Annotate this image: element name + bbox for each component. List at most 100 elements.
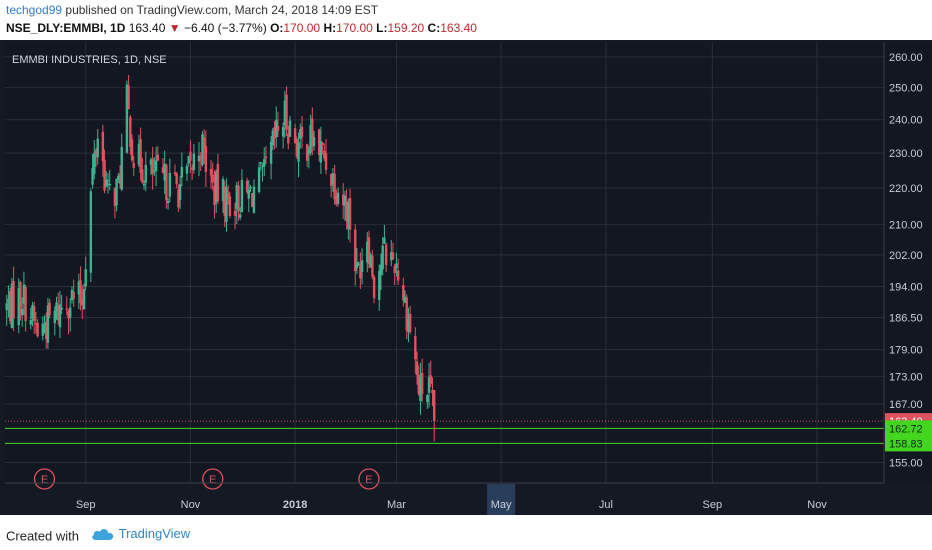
candle-body	[264, 156, 268, 159]
candle-body	[213, 185, 216, 205]
candle-body	[202, 137, 206, 149]
candle	[372, 274, 376, 304]
candle	[271, 127, 275, 151]
x-tick-label: Jul	[599, 499, 613, 511]
candle-body	[17, 287, 20, 326]
candle-body	[45, 321, 48, 339]
earnings-marker[interactable]: E	[358, 468, 380, 490]
candle	[202, 129, 206, 165]
candlestick-chart[interactable]: E E E 155.00 162.72 167.00 173.00 179.00 186.50…	[0, 40, 932, 515]
candle-body	[199, 157, 202, 159]
candle-body	[168, 172, 172, 197]
candle	[257, 162, 261, 194]
candle-body	[65, 308, 69, 310]
candle-body	[371, 255, 374, 277]
candle-body	[431, 389, 434, 394]
candle-body	[269, 141, 273, 164]
candle-body	[427, 376, 431, 393]
candle-body	[288, 120, 292, 137]
candle	[24, 284, 27, 332]
candle	[384, 242, 388, 273]
candle-body	[391, 252, 395, 260]
candle	[275, 106, 278, 148]
candle	[48, 298, 51, 319]
candle	[57, 292, 60, 325]
candle-body	[96, 138, 99, 158]
candle	[235, 182, 238, 225]
candle-body	[384, 244, 388, 265]
price-axis[interactable]	[884, 42, 932, 483]
candle-body	[189, 151, 192, 161]
close-label: C:	[427, 21, 441, 35]
earnings-circle	[33, 468, 56, 490]
x-tick-label: Nov	[181, 499, 201, 511]
candle-body	[228, 196, 232, 216]
candle	[333, 164, 336, 205]
candles[interactable]	[5, 74, 436, 442]
candle-body	[407, 318, 410, 333]
candle	[273, 121, 276, 150]
candle	[5, 294, 8, 326]
candle-body	[297, 142, 300, 162]
candle	[132, 155, 135, 176]
candle	[345, 189, 348, 230]
candle-body	[360, 260, 364, 272]
candle	[117, 172, 120, 184]
x-tick-label: Nov	[807, 499, 827, 511]
candle	[300, 115, 304, 149]
candle	[221, 176, 225, 213]
candle	[139, 127, 142, 181]
candle	[31, 301, 34, 327]
candle	[307, 146, 311, 169]
candle-body	[226, 192, 230, 199]
candle	[165, 163, 168, 209]
highlight-marker	[487, 484, 516, 515]
earnings-marker[interactable]: E	[33, 468, 56, 490]
candle	[323, 143, 326, 161]
candle	[34, 312, 38, 334]
candle-body	[426, 395, 429, 403]
candle	[295, 136, 299, 159]
candle-body	[117, 175, 120, 180]
tradingview-logo[interactable]: TradingView	[91, 526, 190, 541]
low-value: 159.20	[387, 21, 425, 35]
candle-body	[276, 125, 280, 131]
candle	[251, 193, 254, 208]
candle	[79, 266, 82, 311]
candle-body	[22, 284, 26, 304]
candle	[46, 297, 50, 349]
candle	[319, 126, 323, 175]
candle	[211, 162, 214, 191]
author-link[interactable]: techgod99	[6, 3, 63, 17]
candle	[106, 172, 110, 194]
candle-body	[32, 306, 36, 321]
candle-body	[178, 184, 182, 200]
y-tick-label: 179.00	[889, 345, 923, 357]
earnings-marker[interactable]: E	[202, 468, 224, 490]
candle-body	[204, 145, 208, 172]
candle	[285, 86, 288, 136]
candle	[249, 184, 252, 193]
down-arrow-icon: ▼	[168, 21, 181, 35]
y-axis-labels: 155.00 162.72 167.00 173.00 179.00 186.50 194.…	[889, 52, 923, 470]
candle-body	[108, 183, 111, 186]
candle-body	[5, 303, 8, 311]
candle	[137, 134, 141, 168]
candle-body	[307, 150, 311, 154]
candle	[58, 290, 62, 339]
candle	[264, 146, 268, 164]
candle	[321, 141, 324, 155]
chart-area[interactable]: E E E 155.00 162.72 167.00 173.00 179.00 186.50…	[0, 40, 932, 515]
candle	[309, 114, 312, 156]
candle-body	[312, 137, 316, 147]
candle	[311, 107, 314, 156]
candle-body	[233, 210, 237, 216]
candle-body	[432, 390, 436, 422]
candle-body	[130, 139, 134, 161]
candle	[81, 285, 84, 319]
candle	[129, 114, 132, 155]
candle	[419, 362, 422, 415]
candle	[43, 315, 46, 334]
candle-body	[89, 191, 93, 273]
